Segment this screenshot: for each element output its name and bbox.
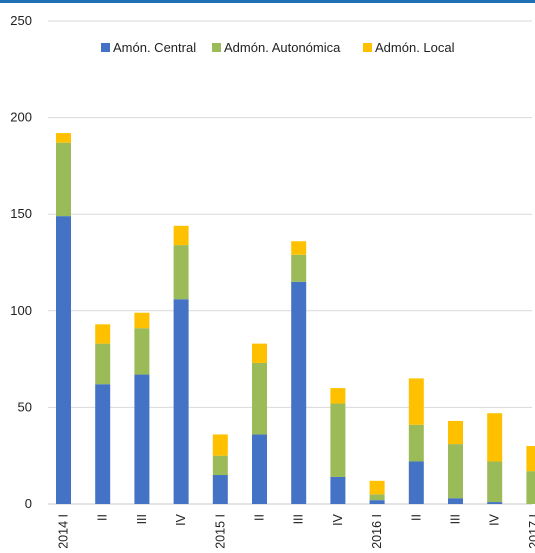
legend-item: Amón. Central [101, 40, 196, 55]
y-tick-label: 200 [10, 110, 32, 125]
x-tick-label: II [253, 514, 267, 521]
bar-segment-autonomica [212, 455, 228, 476]
bar-segment-local [56, 133, 71, 143]
y-tick-label: 0 [25, 496, 32, 511]
bar-segment-local [252, 343, 267, 363]
bar-segment-central [173, 299, 189, 504]
bar-segment-central [212, 475, 228, 504]
bar-segment-autonomica [56, 142, 71, 217]
bar-segment-central [95, 384, 111, 504]
y-tick-label: 150 [10, 206, 32, 221]
bar-segment-autonomica [408, 424, 424, 462]
bar-segment-local [95, 324, 111, 344]
x-tick-label: 2015 I [213, 514, 227, 549]
y-tick-label: 100 [10, 303, 32, 318]
bar-segment-local [330, 388, 346, 404]
bar-segment-local [487, 413, 503, 462]
bar-segment-autonomica [448, 444, 463, 499]
bar-segment-local [212, 434, 228, 456]
bar-segment-autonomica [252, 362, 267, 435]
x-tick-label: III [292, 514, 306, 524]
bar-segment-central [56, 216, 71, 504]
bar-segment-autonomica [95, 343, 111, 385]
bar-segment-central [291, 281, 307, 504]
x-tick-label: IV [174, 513, 188, 525]
bar-segment-central [408, 461, 424, 504]
x-tick-label: 2017 I [527, 514, 535, 549]
legend-swatch-local [363, 43, 372, 52]
legend-swatch-central [101, 43, 110, 52]
x-tick-label: II [96, 514, 110, 521]
bar-segment-central [369, 500, 385, 504]
bar-segment-central [487, 502, 503, 504]
bar-segment-local [134, 312, 150, 329]
legend: Amón. Central Admón. Autonómica Admón. L… [101, 40, 455, 55]
bar-segment-local [369, 480, 385, 495]
bar-segment-autonomica [134, 328, 150, 375]
x-tick-label: III [449, 514, 463, 524]
x-tick-label: 2016 I [370, 514, 384, 549]
x-tick-label: III [135, 514, 149, 524]
bar-segment-autonomica [291, 254, 307, 282]
legend-label: Admón. Autonómica [224, 40, 341, 55]
bar-segment-local [408, 378, 424, 425]
bar-segment-autonomica [487, 461, 503, 503]
bar-segment-autonomica [330, 403, 346, 477]
x-tick-label: IV [331, 513, 345, 525]
bar-segment-local [173, 225, 189, 246]
bar-segment-central [252, 434, 267, 504]
y-tick-label: 50 [18, 399, 32, 414]
bar-segment-central [330, 476, 346, 504]
x-axis: 2014 I II III IV 2015 I II III IV 2016 I… [57, 513, 535, 548]
bars-layer [56, 133, 535, 504]
bar-segment-central [448, 498, 463, 504]
y-axis: 0 50 100 150 200 250 [10, 13, 32, 511]
x-tick-label: II [409, 514, 423, 521]
bar-segment-local [291, 241, 307, 255]
legend-label: Admón. Local [375, 40, 455, 55]
legend-swatch-autonomica [212, 43, 221, 52]
bar-segment-autonomica [369, 494, 385, 501]
legend-label: Amón. Central [113, 40, 196, 55]
bar-segment-autonomica [173, 245, 189, 300]
x-tick-label: 2014 I [57, 514, 71, 549]
top-accent-bar [0, 0, 535, 3]
x-tick-label: IV [488, 513, 502, 525]
bar-segment-local [526, 446, 535, 472]
y-tick-label: 250 [10, 13, 32, 28]
bar-segment-central [134, 374, 150, 504]
legend-item: Admón. Autonómica [212, 40, 341, 55]
legend-item: Admón. Local [363, 40, 455, 55]
bar-segment-autonomica [526, 471, 535, 504]
bar-segment-local [448, 420, 463, 445]
